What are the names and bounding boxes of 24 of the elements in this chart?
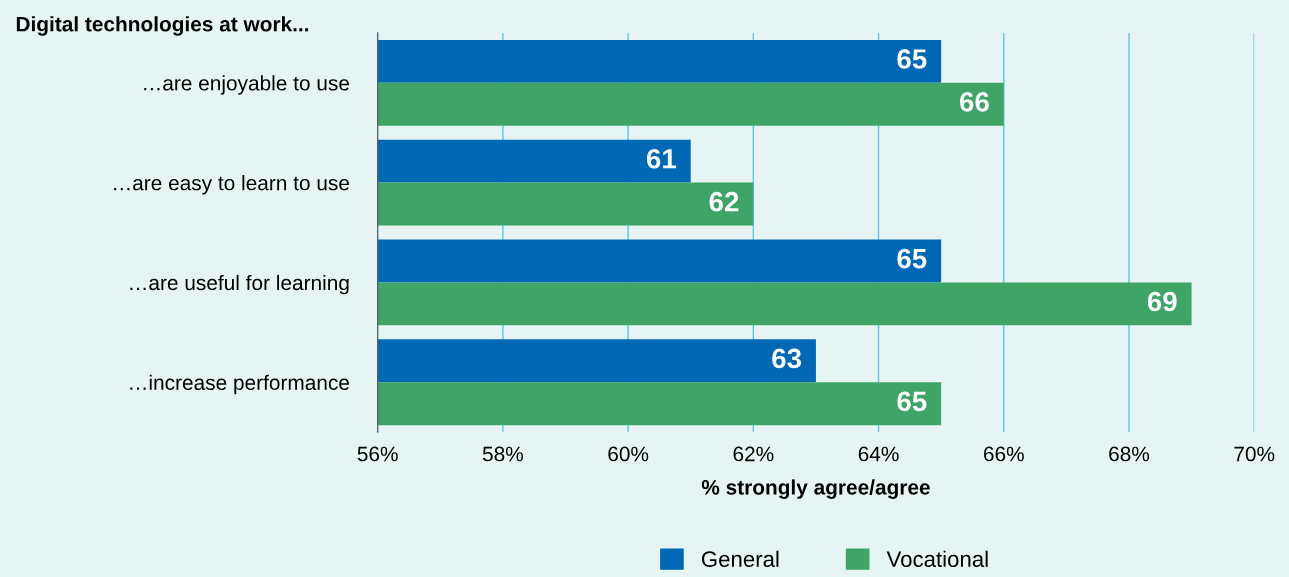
x-tick-label: 62% [733, 446, 774, 462]
data-label: 69 [1147, 291, 1177, 312]
x-tick-label: 56% [357, 446, 398, 462]
x-tick-label: 60% [608, 446, 649, 462]
data-label: 65 [897, 248, 927, 269]
x-tick-label: 66% [983, 446, 1024, 462]
data-label: 62 [709, 191, 739, 212]
data-label: 65 [897, 391, 927, 412]
y-tick-label: …are useful for learning [130, 274, 349, 295]
x-axis-title: % strongly agree/agree [701, 479, 930, 499]
data-label: 63 [772, 348, 802, 369]
data-label: 66 [960, 92, 989, 112]
x-tick-label: 64% [858, 446, 899, 462]
legend-label: General [701, 550, 779, 568]
y-axis-title: Digital technologies at work... [16, 16, 309, 36]
data-label: 65 [897, 49, 927, 69]
x-tick-label: 58% [482, 446, 523, 462]
y-tick-label: …are easy to learn to use [114, 175, 349, 195]
legend-label: Vocational [886, 550, 988, 568]
data-label: 61 [646, 148, 677, 169]
x-tick-label: 70% [1234, 446, 1275, 462]
y-tick-label: …are enjoyable to use [144, 75, 349, 95]
x-tick-label: 68% [1109, 446, 1150, 462]
y-tick-label: …increase performance [130, 374, 349, 395]
